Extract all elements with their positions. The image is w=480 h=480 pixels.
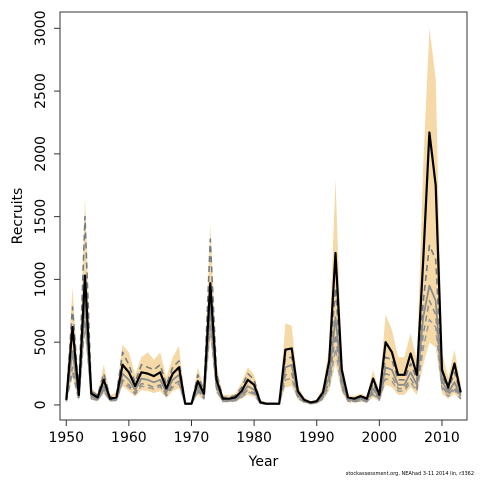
confidence-band-layer	[66, 28, 461, 405]
x-tick-label-1970: 1970	[174, 430, 210, 446]
x-axis-label: Year	[248, 454, 279, 470]
series-line-black-solid-bold	[65, 131, 462, 405]
y-tick-label-500: 500	[33, 329, 49, 356]
x-axis: 1950 1960 1970 1980 1990 2000 2010	[48, 420, 460, 446]
credit-text: stockassessment.org, NEAhad 3-11 2014 li…	[345, 471, 474, 477]
y-tick-label-2000: 2000	[33, 136, 49, 172]
y-axis-label: Recruits	[10, 188, 26, 245]
confidence-band	[66, 28, 461, 405]
y-axis: 0 500 1000 1500 2000 2500 3000	[33, 10, 60, 409]
y-tick-label-0: 0	[33, 400, 49, 409]
x-tick-label-2010: 2010	[424, 430, 460, 446]
plot-frame	[59, 11, 468, 421]
y-tick-label-1500: 1500	[33, 199, 49, 235]
series-line-gray-dash-2	[65, 299, 462, 405]
x-tick-label-1990: 1990	[299, 430, 335, 446]
series-line-layer	[65, 131, 462, 406]
x-tick-label-1950: 1950	[48, 430, 84, 446]
y-tick-label-1000: 1000	[33, 262, 49, 298]
y-tick-label-3000: 3000	[33, 10, 49, 46]
x-tick-label-2000: 2000	[362, 430, 398, 446]
y-tick-label-2500: 2500	[33, 73, 49, 109]
x-tick-label-1980: 1980	[236, 430, 272, 446]
x-tick-label-1960: 1960	[111, 430, 147, 446]
